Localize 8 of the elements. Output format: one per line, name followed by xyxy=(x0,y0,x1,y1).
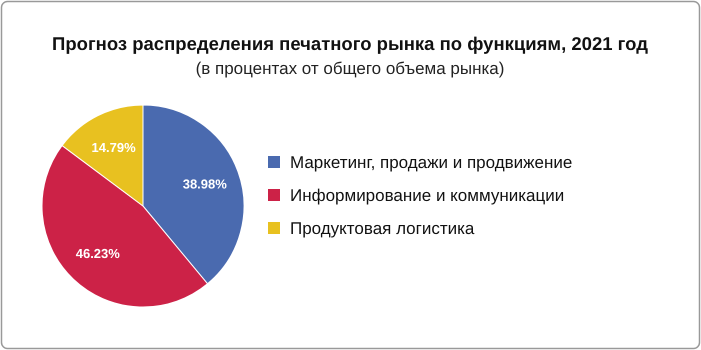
chart-title: Прогноз распределения печатного рынка по функциям, 2021 год xyxy=(52,33,648,54)
data-label: 38.98% xyxy=(182,176,228,192)
data-label: 14.79% xyxy=(92,140,136,155)
chart-subtitle: (в процентах от общего объема рынка) xyxy=(196,59,504,78)
legend-label: Маркетинг, продажи и продвижение xyxy=(290,152,572,172)
legend-label: Информирование и коммуникации xyxy=(290,186,564,205)
data-label: 46.23% xyxy=(76,246,120,262)
legend-label: Продуктовая логистика xyxy=(290,218,475,238)
